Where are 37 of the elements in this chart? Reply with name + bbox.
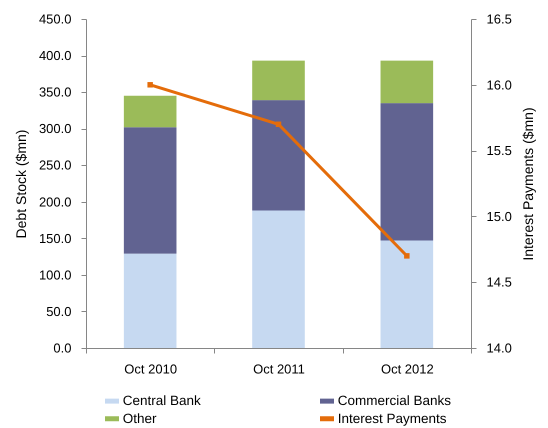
x-tick-label: Oct 2010 [124,362,178,376]
bar [380,240,434,348]
y-tick-label: 250.0 [38,158,72,173]
y2-tick-label: 15.5 [486,143,512,158]
y-tick-label: 200.0 [38,194,72,210]
bar [124,127,176,254]
y-tick-label: 50.0 [46,304,72,319]
point [404,253,410,259]
bar [252,100,305,211]
legend-label: Commercial Banks [338,393,452,408]
y-tick-label: 350.0 [38,84,72,100]
y-tick-label: 150.0 [38,230,72,246]
legend-label: Central Bank [122,393,202,408]
x-tick-label: Oct 2012 [380,362,434,376]
bar [124,96,176,128]
y-axis-title: Debt Stock ($mn) [12,130,29,238]
bar [252,210,305,348]
legend-label: Interest Payments [338,410,447,426]
y2-tick-label: 14.5 [486,274,512,290]
bar [124,254,176,348]
bar [380,103,434,241]
y2-tick-label: 16.5 [486,12,512,26]
point [147,82,153,88]
point [276,122,282,128]
bar [380,60,434,104]
y2-tick-label: 15.0 [486,208,512,224]
y2-axis-title: Interest Payments ($mn) [520,107,536,261]
y-tick-label: 400.0 [38,48,72,64]
legend-label: Other [122,410,158,426]
y2-tick-label: 16.0 [486,77,512,92]
y-tick-label: 300.0 [38,121,72,136]
bar [252,60,305,100]
y2-tick-label: 14.0 [486,340,512,356]
y-tick-label: 450.0 [38,12,72,26]
y-tick-label: 100.0 [38,267,72,282]
x-tick-label: Oct 2011 [253,362,305,376]
y-tick-label: 0.0 [53,340,72,356]
